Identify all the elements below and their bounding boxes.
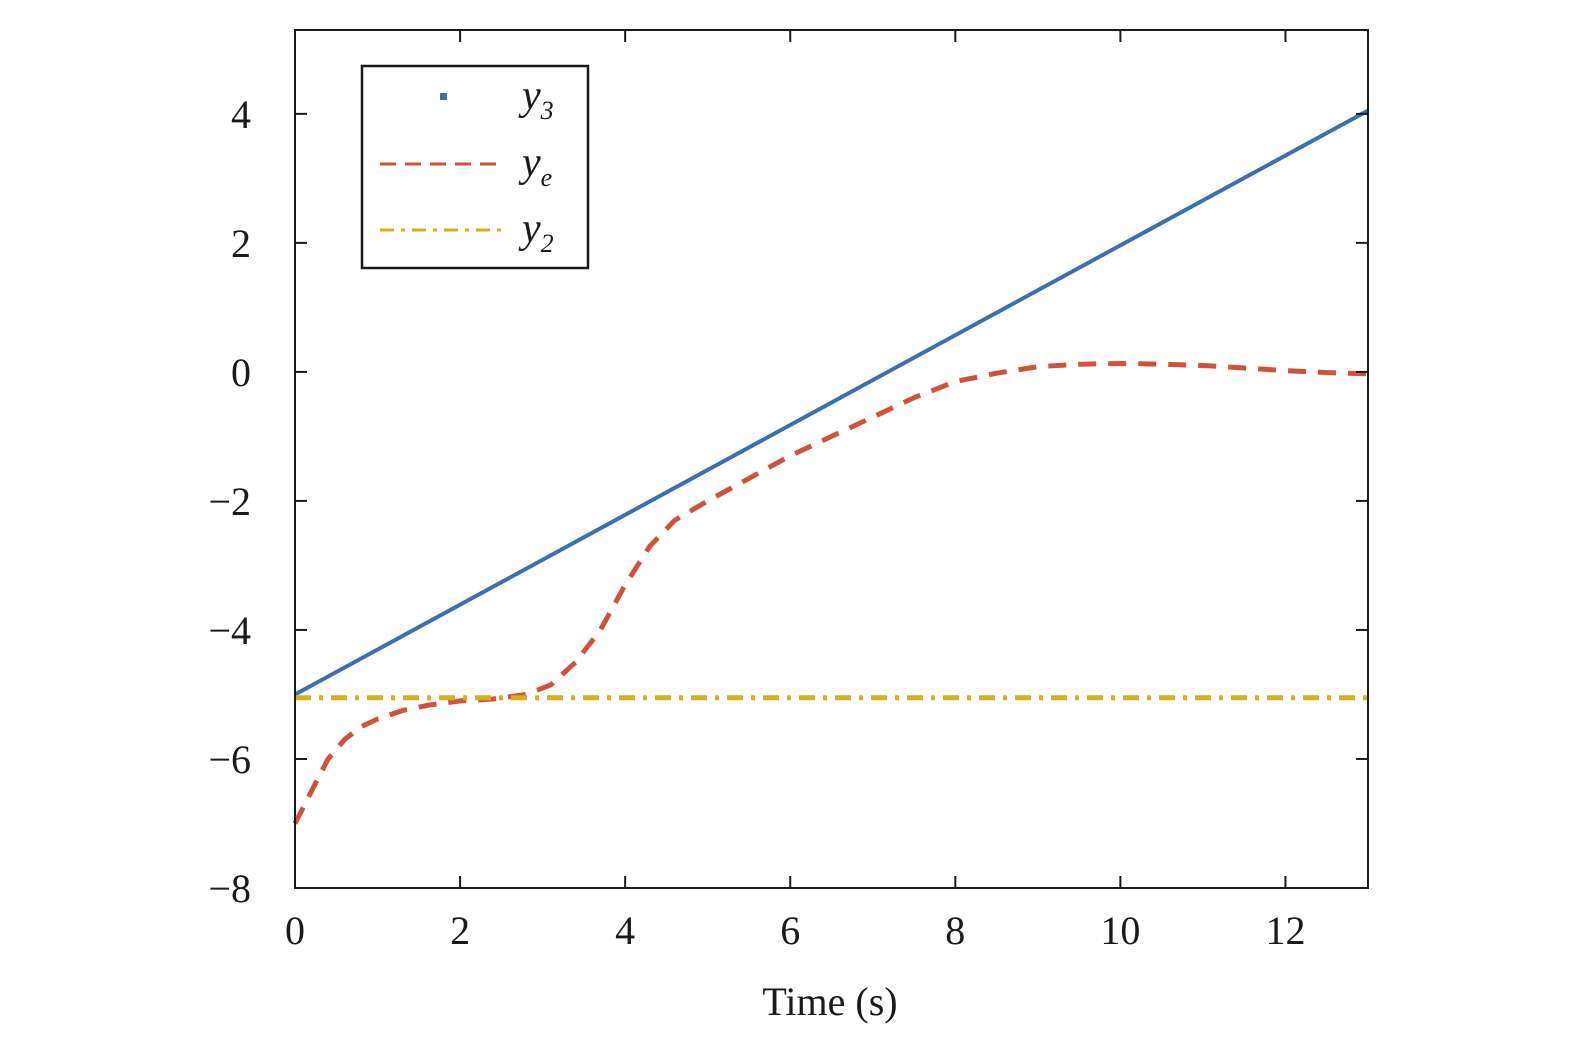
y-tick-label: 2 <box>231 221 251 266</box>
x-tick-label: 2 <box>450 908 470 953</box>
y-tick-label: −2 <box>208 479 251 524</box>
x-tick-label: 0 <box>285 908 305 953</box>
x-tick-label: 6 <box>780 908 800 953</box>
series-line-y3 <box>294 108 1369 697</box>
legend-label: ye <box>518 140 552 192</box>
y-tick-label: 4 <box>231 92 251 137</box>
axes-layer: 0 2 4 6 8 10 12 −8 −6 −4 −2 0 2 4 <box>208 29 1369 953</box>
legend-label: y2 <box>518 206 554 258</box>
y-tick-label: 0 <box>231 350 251 395</box>
legend-box <box>360 64 590 270</box>
y-tick-label: −8 <box>208 866 251 911</box>
y-tick-label: −4 <box>208 608 251 653</box>
series-line-ye <box>292 361 1369 825</box>
x-tick-label: 12 <box>1265 908 1305 953</box>
legend: y3 ye y2 <box>360 64 590 270</box>
x-tick-label: 4 <box>615 908 635 953</box>
legend-label: y3 <box>518 73 554 125</box>
series-layer <box>292 108 1369 825</box>
plot-frame <box>294 29 1369 889</box>
legend-swatch <box>440 93 447 100</box>
x-tick-label: 8 <box>945 908 965 953</box>
y-tick-label: −6 <box>208 737 251 782</box>
x-axis-label: Time (s) <box>762 979 897 1024</box>
x-tick-label: 10 <box>1100 908 1140 953</box>
